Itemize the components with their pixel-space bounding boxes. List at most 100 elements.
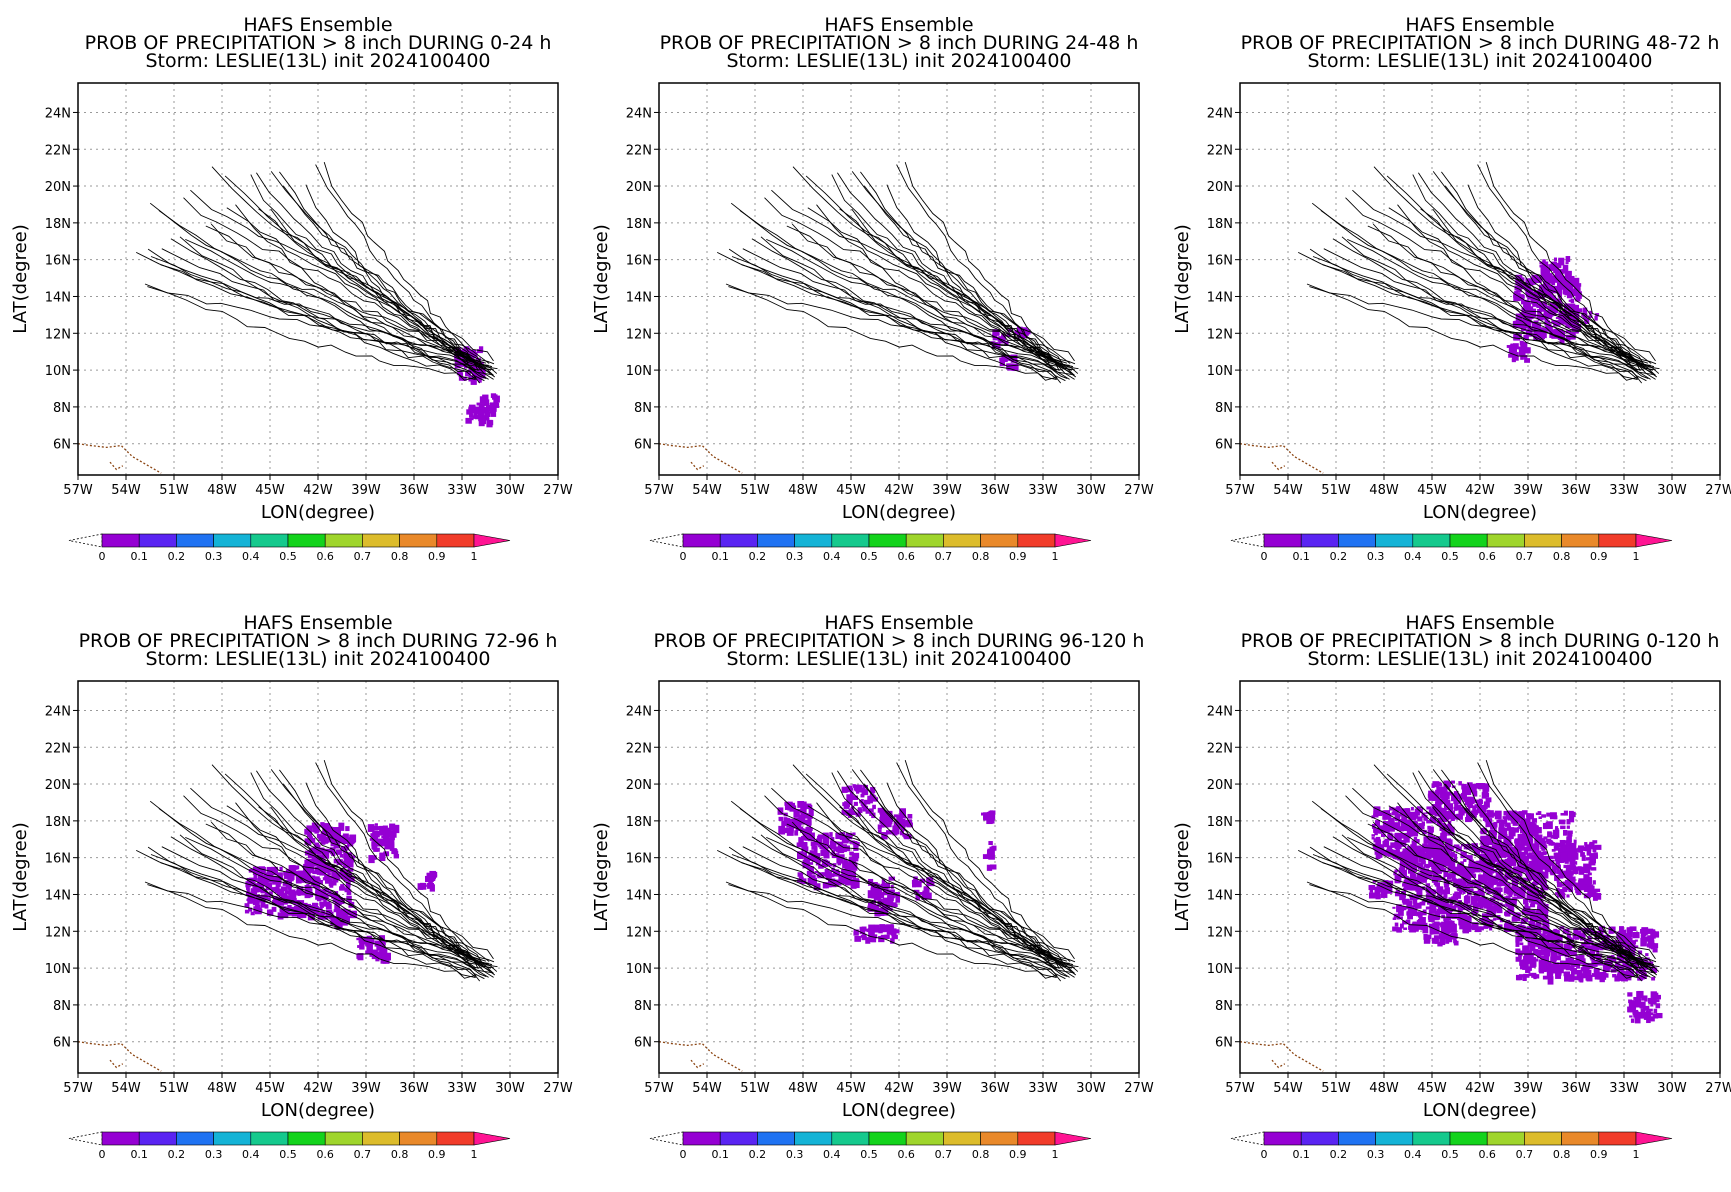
prob-cell [1563, 285, 1570, 292]
prob-cell [1596, 972, 1602, 977]
prob-cell [882, 908, 889, 916]
prob-cell [1524, 902, 1529, 907]
prob-cell [1424, 863, 1429, 867]
prob-cell [837, 860, 842, 866]
prob-cell [331, 851, 336, 857]
colorbar-swatch [362, 533, 400, 548]
prob-cell [1555, 955, 1561, 961]
prob-cell [1024, 331, 1029, 336]
prob-cell [1535, 974, 1540, 979]
y-tick-label: 16N [45, 254, 71, 269]
prob-cell [1401, 816, 1408, 821]
prob-cell [1561, 853, 1568, 862]
prob-cell [817, 872, 824, 879]
prob-cell [1556, 887, 1560, 892]
prob-cell [1451, 868, 1458, 873]
prob-cell [882, 924, 889, 933]
prob-cell [1543, 955, 1550, 964]
prob-cell [1436, 886, 1444, 894]
prob-cell [1656, 994, 1661, 1000]
prob-cell [808, 832, 815, 842]
prob-cell [1545, 268, 1551, 274]
chart-subtitle: PROB OF PRECIPITATION > 8 inch DURING 0-… [1241, 630, 1720, 652]
x-axis-label: LON(degree) [842, 1100, 956, 1121]
x-tick-label: 54W [111, 483, 141, 498]
prob-cell [1513, 354, 1518, 359]
prob-cell [855, 812, 861, 817]
prob-cell [1540, 926, 1545, 930]
prob-cell [1454, 866, 1459, 869]
colorbar-label: 0.2 [168, 550, 186, 563]
prob-cell [1425, 906, 1430, 910]
prob-cell [1604, 966, 1609, 973]
prob-cell [1440, 925, 1448, 931]
prob-cell [1503, 819, 1508, 825]
prob-cell [1550, 265, 1555, 271]
prob-cell [843, 860, 849, 865]
prob-cell [1453, 857, 1458, 863]
prob-cell [1515, 941, 1520, 947]
prob-cell [477, 408, 485, 417]
prob-cell [1612, 974, 1617, 978]
prob-cell [1599, 975, 1605, 983]
colorbar-swatch [794, 1131, 833, 1146]
prob-cell [825, 871, 832, 878]
prob-cell [1474, 804, 1478, 809]
prob-cell [294, 905, 301, 914]
colorbar-swatch [287, 533, 326, 548]
prob-cell [1402, 899, 1409, 905]
prob-cell [1526, 894, 1532, 900]
prob-cell [1380, 810, 1385, 816]
prob-cell [287, 885, 292, 890]
prob-cell [1527, 813, 1534, 820]
prob-cell [288, 874, 294, 881]
prob-cell [325, 903, 332, 910]
prob-cell [793, 808, 800, 818]
prob-cell [267, 897, 271, 901]
prob-cell [1566, 874, 1572, 879]
colorbar-swatch [138, 1131, 177, 1146]
prob-cell [1522, 882, 1526, 885]
prob-cell [1448, 805, 1454, 810]
prob-cell [324, 839, 329, 844]
prob-cell [1555, 298, 1562, 306]
prob-cell [1558, 312, 1566, 321]
prob-cell [1554, 271, 1561, 279]
prob-cell [1581, 312, 1587, 317]
prob-cell [1560, 844, 1567, 853]
prob-cell [1531, 857, 1537, 864]
prob-cell [1398, 908, 1404, 916]
prob-cell [298, 891, 306, 896]
prob-cell [1568, 845, 1575, 853]
prob-cell [287, 896, 291, 902]
prob-cell [987, 814, 995, 824]
prob-cell [1632, 931, 1640, 939]
prob-cell [872, 804, 876, 810]
y-tick-label: 24N [45, 106, 71, 121]
prob-cell [1647, 928, 1654, 934]
prob-cell [321, 840, 326, 845]
prob-cell [1589, 940, 1594, 943]
prob-cell [1529, 921, 1536, 928]
prob-cell [1542, 939, 1550, 945]
colorbar: 0 0.1 0.2 0.3 0.4 0.5 0.6 0.7 0.8 0.9 1 [1230, 533, 1673, 563]
prob-cell [1594, 844, 1602, 850]
prob-cell [1567, 831, 1573, 837]
prob-cell [357, 953, 364, 961]
prob-cell [1651, 943, 1656, 947]
prob-cell [1480, 845, 1485, 850]
prob-cell [1479, 811, 1486, 817]
prob-cell [1639, 1001, 1646, 1009]
x-tick-label: 48W [1369, 483, 1399, 498]
prob-cell [1447, 852, 1454, 857]
y-tick-label: 12N [45, 925, 71, 940]
prob-cell [1382, 822, 1390, 829]
x-tick-label: 30W [1657, 483, 1687, 498]
prob-cell [1568, 974, 1575, 982]
y-tick-label: 22N [1207, 143, 1233, 158]
prob-cell [1473, 905, 1479, 909]
prob-cell [992, 329, 1000, 336]
prob-cell [867, 797, 873, 804]
prob-cell [1568, 815, 1575, 823]
x-tick-label: 54W [1273, 1081, 1303, 1096]
